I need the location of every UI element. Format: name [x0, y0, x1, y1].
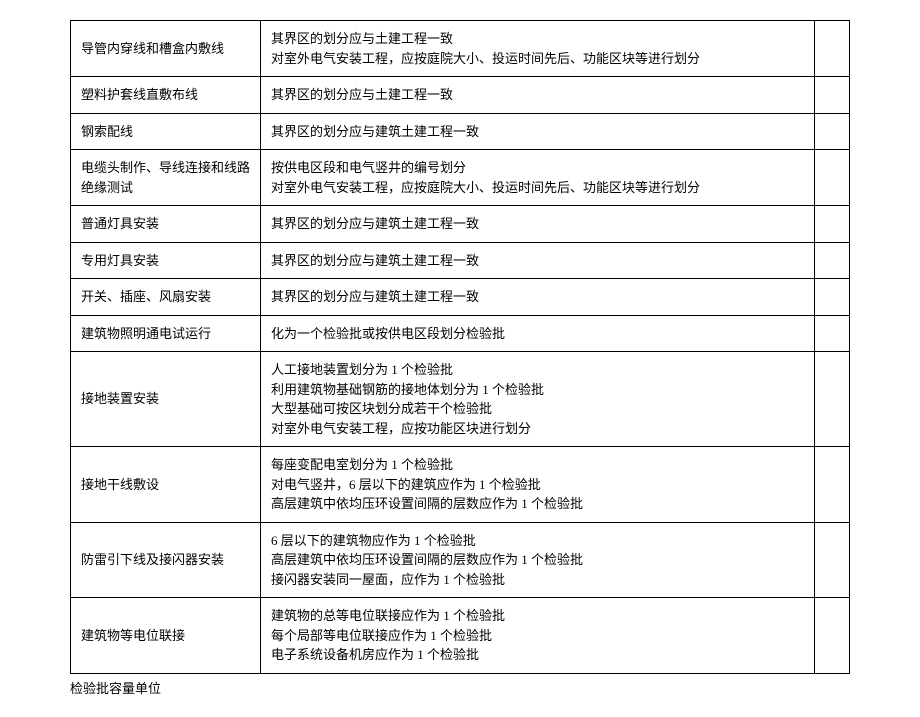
- criteria-line: 对室外电气安装工程，应按庭院大小、投运时间先后、功能区块等进行划分: [271, 49, 804, 69]
- criteria-line: 每个局部等电位联接应作为 1 个检验批: [271, 626, 804, 646]
- table-body: 导管内穿线和槽盒内敷线其界区的划分应与土建工程一致对室外电气安装工程，应按庭院大…: [71, 21, 850, 674]
- empty-cell: [815, 352, 850, 447]
- criteria-line: 建筑物的总等电位联接应作为 1 个检验批: [271, 606, 804, 626]
- criteria-line: 其界区的划分应与建筑土建工程一致: [271, 251, 804, 271]
- table-row: 开关、插座、风扇安装其界区的划分应与建筑土建工程一致: [71, 279, 850, 316]
- table-row: 接地装置安装人工接地装置划分为 1 个检验批利用建筑物基础钢筋的接地体划分为 1…: [71, 352, 850, 447]
- criteria-cell: 其界区的划分应与建筑土建工程一致: [261, 206, 815, 243]
- criteria-cell: 其界区的划分应与土建工程一致对室外电气安装工程，应按庭院大小、投运时间先后、功能…: [261, 21, 815, 77]
- item-name-cell: 开关、插座、风扇安装: [71, 279, 261, 316]
- criteria-cell: 其界区的划分应与建筑土建工程一致: [261, 242, 815, 279]
- item-name-cell: 塑料护套线直敷布线: [71, 77, 261, 114]
- criteria-cell: 建筑物的总等电位联接应作为 1 个检验批每个局部等电位联接应作为 1 个检验批电…: [261, 598, 815, 674]
- item-name-cell: 接地装置安装: [71, 352, 261, 447]
- criteria-cell: 化为一个检验批或按供电区段划分检验批: [261, 315, 815, 352]
- criteria-cell: 其界区的划分应与土建工程一致: [261, 77, 815, 114]
- item-name-cell: 接地干线敷设: [71, 447, 261, 523]
- table-row: 电缆头制作、导线连接和线路绝缘测试按供电区段和电气竖井的编号划分对室外电气安装工…: [71, 150, 850, 206]
- criteria-cell: 6 层以下的建筑物应作为 1 个检验批高层建筑中依均压环设置间隔的层数应作为 1…: [261, 522, 815, 598]
- empty-cell: [815, 279, 850, 316]
- empty-cell: [815, 113, 850, 150]
- empty-cell: [815, 21, 850, 77]
- table-row: 建筑物等电位联接建筑物的总等电位联接应作为 1 个检验批每个局部等电位联接应作为…: [71, 598, 850, 674]
- criteria-cell: 按供电区段和电气竖井的编号划分对室外电气安装工程，应按庭院大小、投运时间先后、功…: [261, 150, 815, 206]
- item-name-cell: 建筑物等电位联接: [71, 598, 261, 674]
- item-name-cell: 防雷引下线及接闪器安装: [71, 522, 261, 598]
- empty-cell: [815, 598, 850, 674]
- item-name-cell: 专用灯具安装: [71, 242, 261, 279]
- table-row: 普通灯具安装其界区的划分应与建筑土建工程一致: [71, 206, 850, 243]
- criteria-line: 6 层以下的建筑物应作为 1 个检验批: [271, 531, 804, 551]
- criteria-line: 大型基础可按区块划分成若干个检验批: [271, 399, 804, 419]
- criteria-line: 对电气竖井，6 层以下的建筑应作为 1 个检验批: [271, 475, 804, 495]
- table-row: 接地干线敷设每座变配电室划分为 1 个检验批对电气竖井，6 层以下的建筑应作为 …: [71, 447, 850, 523]
- empty-cell: [815, 150, 850, 206]
- criteria-line: 人工接地装置划分为 1 个检验批: [271, 360, 804, 380]
- table-row: 钢索配线其界区的划分应与建筑土建工程一致: [71, 113, 850, 150]
- item-name-cell: 导管内穿线和槽盒内敷线: [71, 21, 261, 77]
- criteria-line: 高层建筑中依均压环设置间隔的层数应作为 1 个检验批: [271, 494, 804, 514]
- criteria-line: 利用建筑物基础钢筋的接地体划分为 1 个检验批: [271, 380, 804, 400]
- criteria-line: 化为一个检验批或按供电区段划分检验批: [271, 324, 804, 344]
- table-row: 建筑物照明通电试运行化为一个检验批或按供电区段划分检验批: [71, 315, 850, 352]
- table-row: 防雷引下线及接闪器安装6 层以下的建筑物应作为 1 个检验批高层建筑中依均压环设…: [71, 522, 850, 598]
- criteria-line: 其界区的划分应与土建工程一致: [271, 85, 804, 105]
- criteria-line: 其界区的划分应与建筑土建工程一致: [271, 122, 804, 142]
- criteria-line: 其界区的划分应与建筑土建工程一致: [271, 287, 804, 307]
- criteria-line: 接闪器安装同一屋面，应作为 1 个检验批: [271, 570, 804, 590]
- criteria-line: 电子系统设备机房应作为 1 个检验批: [271, 645, 804, 665]
- empty-cell: [815, 522, 850, 598]
- table-row: 塑料护套线直敷布线其界区的划分应与土建工程一致: [71, 77, 850, 114]
- criteria-line: 对室外电气安装工程，应按功能区块进行划分: [271, 419, 804, 439]
- criteria-line: 按供电区段和电气竖井的编号划分: [271, 158, 804, 178]
- criteria-cell: 每座变配电室划分为 1 个检验批对电气竖井，6 层以下的建筑应作为 1 个检验批…: [261, 447, 815, 523]
- item-name-cell: 钢索配线: [71, 113, 261, 150]
- criteria-line: 高层建筑中依均压环设置间隔的层数应作为 1 个检验批: [271, 550, 804, 570]
- empty-cell: [815, 315, 850, 352]
- empty-cell: [815, 206, 850, 243]
- table-caption: 检验批容量单位: [70, 674, 850, 697]
- inspection-batch-table: 导管内穿线和槽盒内敷线其界区的划分应与土建工程一致对室外电气安装工程，应按庭院大…: [70, 20, 850, 674]
- item-name-cell: 普通灯具安装: [71, 206, 261, 243]
- empty-cell: [815, 77, 850, 114]
- criteria-cell: 人工接地装置划分为 1 个检验批利用建筑物基础钢筋的接地体划分为 1 个检验批大…: [261, 352, 815, 447]
- criteria-line: 其界区的划分应与建筑土建工程一致: [271, 214, 804, 234]
- item-name-cell: 建筑物照明通电试运行: [71, 315, 261, 352]
- empty-cell: [815, 242, 850, 279]
- empty-cell: [815, 447, 850, 523]
- criteria-cell: 其界区的划分应与建筑土建工程一致: [261, 279, 815, 316]
- table-row: 专用灯具安装其界区的划分应与建筑土建工程一致: [71, 242, 850, 279]
- item-name-cell: 电缆头制作、导线连接和线路绝缘测试: [71, 150, 261, 206]
- table-row: 导管内穿线和槽盒内敷线其界区的划分应与土建工程一致对室外电气安装工程，应按庭院大…: [71, 21, 850, 77]
- criteria-cell: 其界区的划分应与建筑土建工程一致: [261, 113, 815, 150]
- criteria-line: 对室外电气安装工程，应按庭院大小、投运时间先后、功能区块等进行划分: [271, 178, 804, 198]
- criteria-line: 每座变配电室划分为 1 个检验批: [271, 455, 804, 475]
- criteria-line: 其界区的划分应与土建工程一致: [271, 29, 804, 49]
